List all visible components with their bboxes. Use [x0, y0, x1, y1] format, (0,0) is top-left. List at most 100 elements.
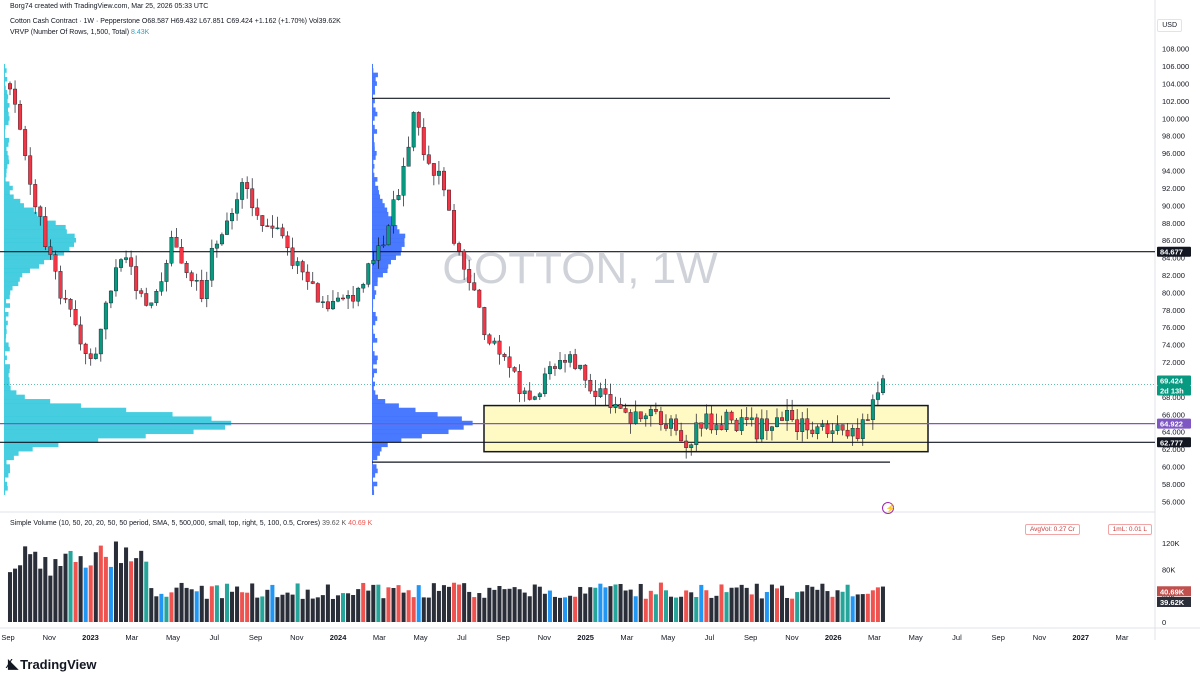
- candle-body: [44, 216, 48, 246]
- candle-body: [18, 104, 22, 129]
- volume-bar: [513, 587, 517, 622]
- profile-row: [4, 351, 5, 356]
- profile-row: [372, 399, 385, 404]
- candle-body: [39, 207, 43, 217]
- candle-body: [689, 445, 693, 448]
- volume-bar: [376, 585, 380, 622]
- profile-row: [4, 382, 10, 387]
- volume-bar: [442, 585, 446, 622]
- candle-body: [377, 246, 381, 261]
- price-badge-text: 84.677: [1160, 248, 1183, 257]
- volume-bar: [709, 598, 713, 622]
- profile-row: [372, 490, 374, 495]
- profile-row: [4, 386, 11, 391]
- candle-body: [59, 271, 63, 298]
- profile-row: [372, 456, 377, 461]
- candle-body: [483, 307, 487, 334]
- candle-body: [372, 260, 376, 263]
- volume-axis-label: 0: [1162, 618, 1166, 627]
- candle-body: [816, 427, 820, 434]
- profile-row: [4, 434, 146, 439]
- candle-body: [498, 341, 502, 354]
- x-tick-label: 2023: [82, 633, 99, 642]
- volume-bar: [482, 598, 486, 622]
- candle-body: [543, 374, 547, 394]
- volume-bar: [397, 585, 401, 622]
- candle-body: [205, 280, 209, 299]
- candle-body: [821, 424, 825, 427]
- profile-row: [372, 103, 373, 108]
- x-tick-label: May: [414, 633, 428, 642]
- volume-bar: [195, 591, 199, 622]
- profile-row: [4, 334, 6, 339]
- x-tick-label: 2026: [825, 633, 842, 642]
- volume-bar: [351, 595, 355, 622]
- volume-badge-text: 39.62K: [1160, 598, 1185, 607]
- volume-bar: [270, 585, 274, 622]
- candle-body: [871, 400, 875, 420]
- volume-bar: [553, 597, 557, 622]
- candle-body: [255, 208, 259, 216]
- volume-bar: [679, 597, 683, 622]
- profile-row: [372, 473, 375, 478]
- volume-bar: [18, 565, 22, 622]
- volume-bar: [492, 590, 496, 622]
- volume-bar: [447, 587, 451, 622]
- profile-row: [4, 208, 34, 213]
- candle-body: [826, 424, 830, 434]
- profile-row: [372, 329, 373, 334]
- profile-row: [372, 299, 373, 304]
- volume-bar: [714, 596, 718, 622]
- volume-bar: [815, 590, 819, 622]
- volume-bar: [250, 583, 254, 622]
- volume-bar: [361, 583, 365, 622]
- candle-body: [296, 261, 300, 265]
- x-tick-label: Sep: [249, 633, 262, 642]
- y-tick-label: 88.000: [1162, 219, 1185, 228]
- profile-row: [372, 121, 373, 126]
- profile-row: [4, 460, 7, 465]
- volume-legend-value-2: 40.69 K: [348, 520, 372, 527]
- tradingview-logo[interactable]: ⁄◣ TradingView: [8, 656, 97, 672]
- profile-row: [372, 321, 375, 326]
- candle-body: [215, 244, 219, 248]
- volume-bar: [169, 592, 173, 622]
- x-tick-label: Nov: [43, 633, 57, 642]
- volume-bar: [225, 584, 229, 622]
- candle-body: [503, 354, 507, 357]
- candle-body: [472, 283, 476, 290]
- candle-body: [336, 298, 340, 301]
- volume-bar: [326, 585, 330, 622]
- x-tick-label: Nov: [290, 633, 304, 642]
- profile-row: [4, 425, 225, 430]
- candle-body: [725, 412, 729, 430]
- candle-body: [301, 261, 305, 272]
- profile-row: [372, 451, 380, 456]
- candle-body: [710, 414, 714, 430]
- candle-body: [664, 425, 668, 429]
- volume-bar: [185, 588, 189, 622]
- profile-row: [372, 138, 374, 143]
- volume-bar: [841, 592, 845, 622]
- volume-legend[interactable]: Simple Volume (10, 50, 20, 20, 50, 50 pe…: [10, 520, 372, 527]
- candle-body: [513, 367, 517, 371]
- y-tick-label: 98.000: [1162, 132, 1185, 141]
- volume-bar: [134, 558, 138, 622]
- profile-row: [372, 64, 373, 69]
- volume-bar: [846, 585, 850, 622]
- profile-row: [372, 338, 377, 343]
- volume-bar: [33, 552, 37, 622]
- profile-row: [372, 425, 464, 430]
- candle-body: [185, 263, 189, 273]
- profile-row: [4, 429, 194, 434]
- profile-row: [4, 356, 7, 361]
- x-tick-label: Mar: [373, 633, 386, 642]
- volume-bar: [432, 583, 436, 622]
- volume-bar: [730, 588, 734, 622]
- candle-body: [99, 329, 103, 354]
- volume-bar: [48, 576, 52, 622]
- profile-row: [4, 295, 10, 300]
- candle-body: [104, 303, 108, 329]
- candle-body: [614, 404, 618, 407]
